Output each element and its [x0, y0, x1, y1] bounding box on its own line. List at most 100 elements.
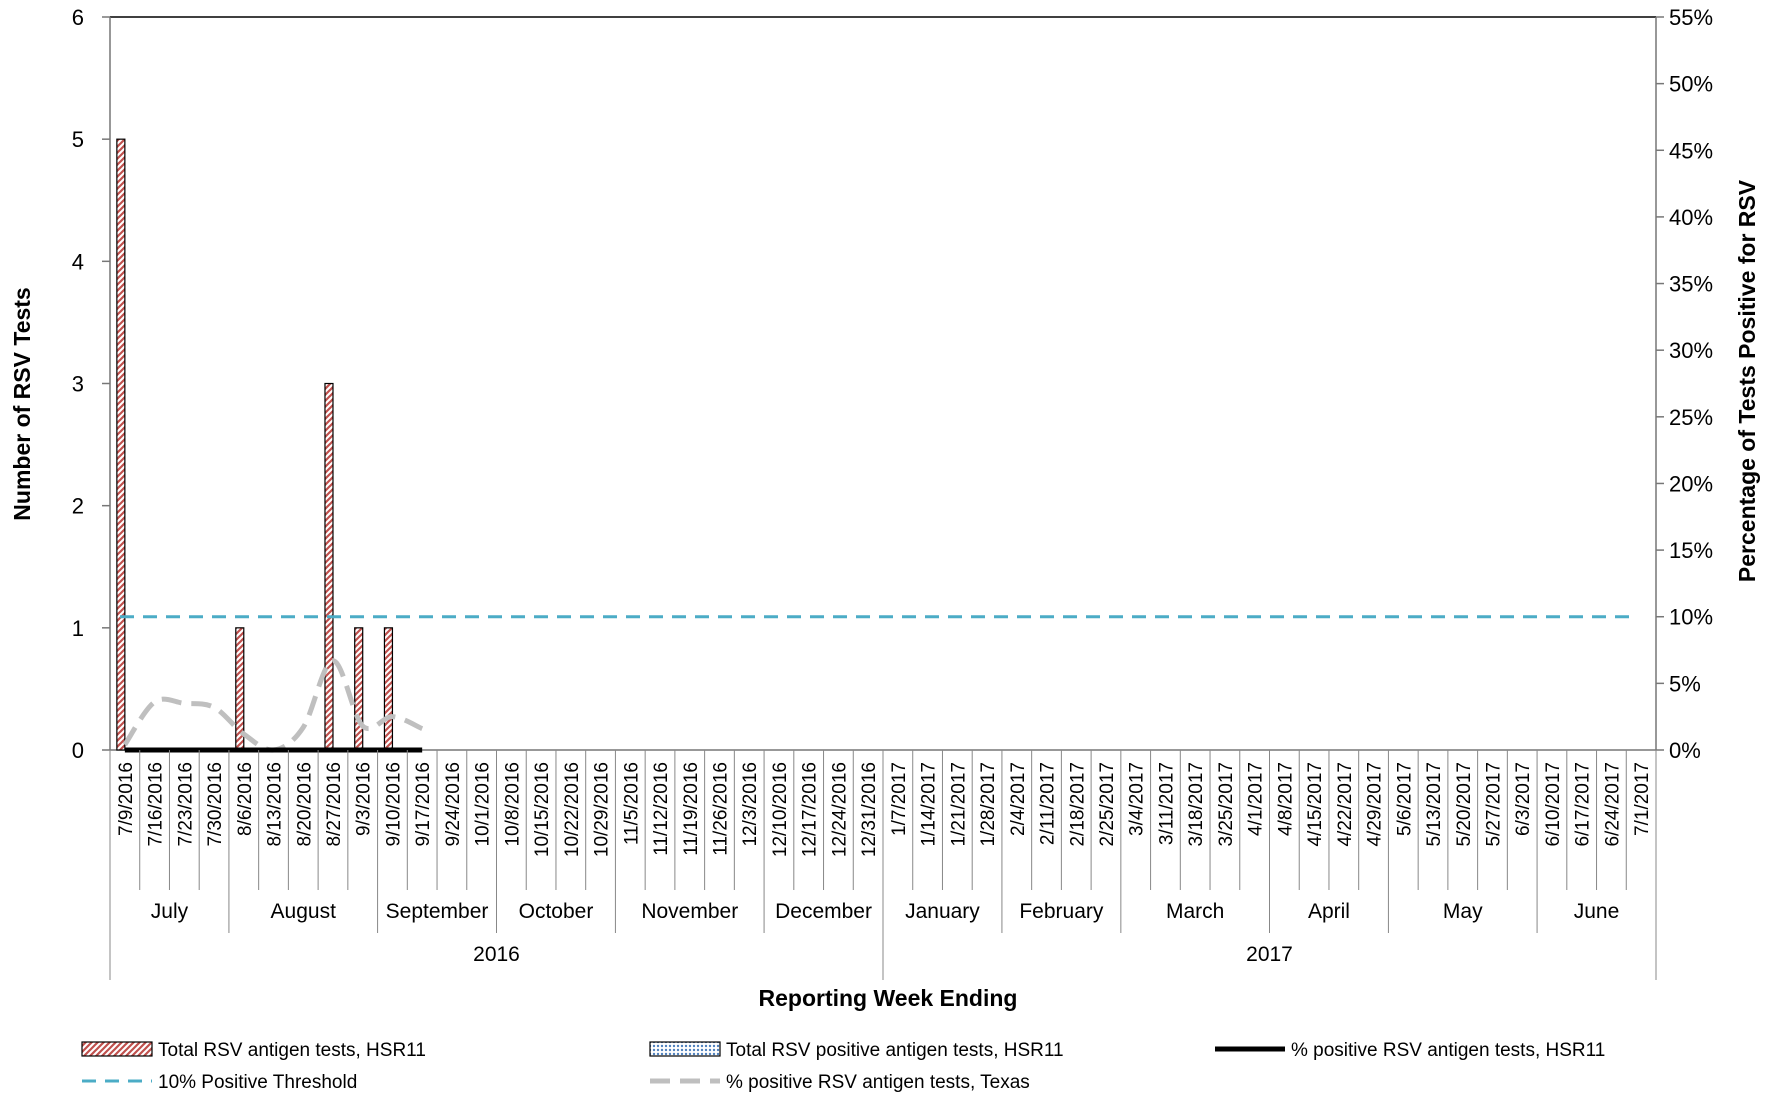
- week-label: 2/11/2017: [1038, 762, 1059, 845]
- week-label: 11/19/2016: [681, 762, 702, 856]
- y2-tick-label: 30%: [1669, 338, 1713, 363]
- legend-label: Total RSV antigen tests, HSR11: [158, 1040, 426, 1061]
- week-label: 3/18/2017: [1186, 762, 1207, 847]
- month-label: October: [519, 900, 594, 923]
- week-label: 12/10/2016: [770, 762, 791, 857]
- week-label: 2/4/2017: [1008, 762, 1029, 836]
- week-label: 1/21/2017: [948, 762, 969, 847]
- week-label: 7/30/2016: [205, 762, 226, 847]
- y2-tick-label: 45%: [1669, 138, 1713, 163]
- month-label: April: [1308, 900, 1350, 923]
- week-label: 9/17/2016: [413, 762, 434, 847]
- bar: [324, 382, 334, 751]
- y-axis-left: 0 1 2 3 4 5 6: [72, 5, 110, 763]
- y-axis-right: 0% 5% 10% 15% 20% 25% 30% 35% 40% 45% 50% 55%: [1656, 5, 1713, 763]
- week-label: 8/6/2016: [235, 762, 256, 836]
- y2-tick-label: 0%: [1669, 738, 1701, 763]
- y-tick-label: 4: [72, 249, 84, 274]
- lines-layer: [120, 615, 1636, 753]
- week-label: 4/22/2017: [1335, 762, 1356, 847]
- y2-tick-label: 10%: [1669, 605, 1713, 630]
- month-label: June: [1574, 900, 1620, 923]
- legend-label: 10% Positive Threshold: [158, 1072, 357, 1093]
- y2-tick-label: 25%: [1669, 405, 1713, 430]
- week-label: 10/8/2016: [502, 762, 523, 847]
- week-label: 12/3/2016: [740, 762, 761, 847]
- y-tick-label: 1: [72, 616, 84, 641]
- week-label: 5/20/2017: [1454, 762, 1475, 847]
- week-label: 1/14/2017: [919, 762, 940, 847]
- week-label: 9/3/2016: [354, 762, 375, 836]
- week-label: 5/6/2017: [1394, 762, 1415, 836]
- month-label: March: [1166, 900, 1224, 923]
- month-label: February: [1019, 900, 1104, 923]
- month-label: December: [775, 900, 872, 923]
- week-label: 12/24/2016: [829, 762, 850, 857]
- week-label: 11/26/2016: [710, 762, 731, 856]
- legend-label: % positive RSV antigen tests, Texas: [726, 1072, 1030, 1093]
- week-label: 10/29/2016: [592, 762, 613, 857]
- week-label: 4/1/2017: [1246, 762, 1267, 836]
- year-label: 2016: [473, 943, 520, 966]
- week-label: 8/20/2016: [294, 762, 315, 847]
- month-label: November: [641, 900, 738, 923]
- week-label: 2/25/2017: [1097, 762, 1118, 847]
- y2-tick-label: 15%: [1669, 538, 1713, 563]
- bar: [354, 627, 364, 751]
- y-tick-label: 6: [72, 5, 84, 30]
- week-label: 3/11/2017: [1156, 762, 1177, 845]
- y2-tick-label: 20%: [1669, 471, 1713, 496]
- week-label: 6/10/2017: [1543, 762, 1564, 847]
- bar: [116, 138, 126, 751]
- y2-tick-label: 5%: [1669, 671, 1701, 696]
- week-label: 10/1/2016: [473, 762, 494, 847]
- texas-percent-line: [122, 658, 424, 753]
- legend-swatch: [81, 1041, 153, 1057]
- legend-swatch: [649, 1041, 721, 1057]
- week-label: 3/25/2017: [1216, 762, 1237, 847]
- week-label: 7/16/2016: [146, 762, 167, 847]
- y2-tick-label: 55%: [1669, 5, 1713, 30]
- week-label: 10/15/2016: [532, 762, 553, 857]
- y2-tick-label: 50%: [1669, 72, 1713, 97]
- week-label: 7/9/2016: [116, 762, 137, 836]
- y2-tick-label: 40%: [1669, 205, 1713, 230]
- week-label: 6/24/2017: [1602, 762, 1623, 847]
- plot-area: [109, 16, 1657, 751]
- y-tick-label: 3: [72, 372, 84, 397]
- week-label: 4/8/2017: [1275, 762, 1296, 836]
- week-label: 8/27/2016: [324, 762, 345, 847]
- bars-layer: [116, 138, 394, 751]
- month-label: August: [271, 900, 337, 923]
- y2-axis-title: Percentage of Tests Positive for RSV: [1734, 179, 1760, 582]
- y-tick-label: 2: [72, 494, 84, 519]
- month-label: July: [151, 900, 189, 923]
- week-label: 11/5/2016: [621, 762, 642, 845]
- week-label: 2/18/2017: [1067, 762, 1088, 847]
- week-label: 1/28/2017: [978, 762, 999, 847]
- week-label: 4/29/2017: [1365, 762, 1386, 847]
- week-label: 9/10/2016: [383, 762, 404, 847]
- week-label: 7/23/2016: [175, 762, 196, 847]
- week-label: 6/17/2017: [1573, 762, 1594, 847]
- week-label: 12/31/2016: [859, 762, 880, 857]
- week-label: 11/12/2016: [651, 762, 672, 856]
- legend-label: % positive RSV antigen tests, HSR11: [1291, 1040, 1605, 1061]
- year-label: 2017: [1246, 943, 1293, 966]
- week-label: 5/13/2017: [1424, 762, 1445, 847]
- week-label: 9/24/2016: [443, 762, 464, 847]
- week-label: 7/1/2017: [1632, 762, 1653, 836]
- week-label: 3/4/2017: [1127, 762, 1148, 836]
- y-axis-title: Number of RSV Tests: [9, 287, 35, 520]
- month-label: January: [905, 900, 980, 923]
- week-label: 1/7/2017: [889, 762, 910, 836]
- week-label: 12/17/2016: [800, 762, 821, 857]
- month-label: September: [386, 900, 489, 923]
- month-label: May: [1443, 900, 1483, 923]
- y-tick-label: 5: [72, 127, 84, 152]
- x-axis: 7/9/2016 7/16/2016 7/23/2016 7/30/2016 8/6/2…: [109, 750, 1657, 980]
- legend-label: Total RSV positive antigen tests, HSR11: [726, 1040, 1064, 1061]
- week-label: 8/13/2016: [265, 762, 286, 847]
